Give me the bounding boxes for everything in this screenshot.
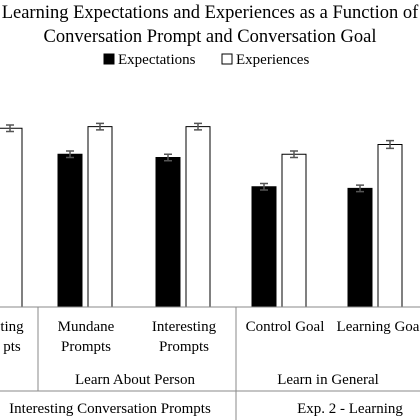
error-bar-expectations-2 [164, 153, 172, 162]
bar-experiences-3 [281, 153, 307, 308]
category-label-2-line1: Interesting [152, 319, 217, 335]
bar-expectations-2 [155, 157, 181, 308]
error-bar-experiences-0 [6, 124, 14, 133]
top-group-label-1: Exp. 2 - Learning [297, 401, 403, 417]
category-label-4-line1: Learning Goa [337, 319, 420, 335]
legend-swatch-expectations [103, 53, 115, 65]
error-bar-expectations-1 [66, 150, 74, 159]
bars-layer [0, 122, 403, 308]
category-label-2-line2: Prompts [159, 339, 209, 355]
bar-experiences-0 [0, 127, 23, 308]
bar-expectations-3 [251, 186, 277, 308]
error-bar-experiences-4 [386, 139, 394, 150]
legend-swatch-experiences [221, 53, 233, 65]
legend-label-expectations: Expectations [118, 52, 196, 68]
category-label-0-line1: ting [0, 319, 24, 335]
bar-experiences-4 [377, 144, 403, 308]
legend: Expectations Experiences [103, 52, 309, 68]
error-bar-expectations-4 [356, 184, 364, 193]
legend-label-experiences: Experiences [236, 52, 309, 68]
group-label-1: Learn in General [277, 372, 379, 388]
error-bar-experiences-3 [290, 150, 298, 159]
error-bar-expectations-3 [260, 182, 268, 191]
error-bar-experiences-2 [194, 122, 202, 131]
group-label-0: Learn About Person [75, 372, 195, 388]
bar-experiences-1 [87, 126, 113, 308]
bar-expectations-4 [347, 187, 373, 308]
top-group-label-0: Interesting Conversation Prompts [9, 401, 211, 417]
category-label-0-line2: pts [3, 339, 21, 355]
bar-experiences-2 [185, 126, 211, 308]
category-label-1-line2: Prompts [61, 339, 111, 355]
chart-title-line1: Learning Expectations and Experiences as… [2, 3, 419, 23]
chart-title-line2: Conversation Prompt and Conversation Goa… [44, 27, 377, 47]
bar-expectations-1 [57, 153, 83, 308]
category-label-1-line1: Mundane [58, 319, 115, 335]
category-label-3-line1: Control Goal [246, 319, 325, 335]
error-bar-experiences-1 [96, 122, 104, 131]
